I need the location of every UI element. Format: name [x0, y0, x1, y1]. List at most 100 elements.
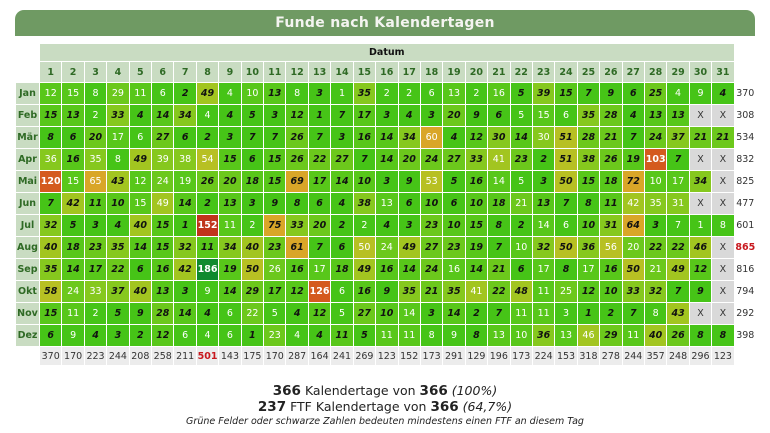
ftf-of: 366: [430, 399, 459, 415]
day-cell: 19: [219, 259, 241, 280]
day-total: 357: [644, 347, 667, 365]
day-cell: 7: [555, 193, 577, 214]
day-header-14: 14: [331, 62, 353, 82]
corner-cell: [16, 44, 39, 61]
day-header-26: 26: [600, 62, 622, 82]
day-cell: 16: [62, 149, 84, 170]
day-cell: 12: [40, 83, 62, 104]
day-cell: 2: [196, 193, 219, 214]
day-cell: 3: [644, 215, 667, 236]
day-cell: 60: [420, 127, 443, 148]
month-row: Apr 36 16 35 8 49 39 38 54 15 6 15 26 22 27 7 14 20 24 27 33…: [16, 149, 756, 170]
day-header-22: 22: [510, 62, 532, 82]
day-header-17: 17: [398, 62, 420, 82]
day-cell: 34: [398, 127, 420, 148]
day-cell: 11: [600, 193, 622, 214]
day-cell: 22: [644, 237, 667, 258]
day-total: 208: [129, 347, 152, 365]
day-cell: X: [712, 149, 734, 170]
day-cell: 38: [174, 149, 196, 170]
day-cell: 26: [264, 259, 286, 280]
day-cell: 24: [62, 281, 84, 302]
day-cell: 8: [577, 193, 600, 214]
day-cell: 4: [712, 83, 734, 104]
day-cell: 22: [488, 281, 510, 302]
day-header-24: 24: [555, 62, 577, 82]
day-cell: 4: [667, 83, 689, 104]
day-total: 248: [667, 347, 689, 365]
month-row: Aug 40 18 23 35 14 15 32 11 34 40 23 61 7 6 50 24 49 27 23 1…: [16, 237, 756, 258]
day-cell: 6: [174, 127, 196, 148]
day-cell: 43: [667, 303, 689, 324]
day-cell: 3: [555, 303, 577, 324]
month-label: Okt: [16, 281, 39, 302]
day-cell: 11: [532, 281, 555, 302]
day-cell: 6: [129, 127, 152, 148]
day-cell: 10: [241, 83, 264, 104]
day-cell: 12: [308, 303, 331, 324]
day-cell: 36: [577, 237, 600, 258]
day-number-row: 1 2 3 4 5 6 7 8 9 10 11 12 13 14 15 16 17 18 19 20 21 22 23 24 2…: [16, 62, 756, 82]
day-cell: 13: [555, 325, 577, 346]
day-header-18: 18: [420, 62, 443, 82]
day-cell: 9: [129, 303, 152, 324]
day-cell: 20: [443, 105, 465, 126]
day-total: 370: [40, 347, 62, 365]
day-cell: 16: [353, 281, 376, 302]
month-row: Okt 58 24 33 37 40 13 3 9 14 29 17 12 126 6 16 9 35 21 35 41…: [16, 281, 756, 302]
day-cell: 2: [376, 83, 398, 104]
day-cell: 29: [600, 325, 622, 346]
day-cell: 9: [376, 281, 398, 302]
month-total: 865: [734, 237, 756, 258]
day-cell: 35: [577, 105, 600, 126]
day-cell: 27: [443, 149, 465, 170]
day-cell: 6: [219, 325, 241, 346]
day-cell: 13: [443, 83, 465, 104]
month-label: Mai: [16, 171, 39, 192]
day-cell: 32: [644, 281, 667, 302]
day-cell: 6: [555, 105, 577, 126]
month-label: Dez: [16, 325, 39, 346]
day-total: 175: [241, 347, 264, 365]
day-cell: 33: [286, 215, 308, 236]
ftf-count: 237: [257, 399, 287, 415]
day-cell: 6: [62, 127, 84, 148]
day-cell: 4: [196, 105, 219, 126]
day-cell: 39: [152, 149, 174, 170]
day-cell: 7: [331, 105, 353, 126]
corner-cell-right: [734, 44, 756, 61]
month-label: Nov: [16, 303, 39, 324]
day-cell: 41: [488, 149, 510, 170]
day-cell: 5: [241, 105, 264, 126]
day-cell: 16: [443, 259, 465, 280]
day-cell: 2: [196, 127, 219, 148]
day-cell: 23: [420, 215, 443, 236]
day-total: 170: [264, 347, 286, 365]
day-cell: 11: [532, 303, 555, 324]
day-cell: 10: [577, 215, 600, 236]
day-cell: 7: [488, 237, 510, 258]
month-row: Jun 7 42 11 10 15 49 14 2 13 3 9 8 6 4 38 13 6 10 6 10 18 21 13…: [16, 193, 756, 214]
day-cell: 6: [40, 325, 62, 346]
day-cell: 27: [420, 237, 443, 258]
day-cell: X: [712, 259, 734, 280]
day-header-12: 12: [286, 62, 308, 82]
day-cell: 6: [241, 149, 264, 170]
day-header-21: 21: [488, 62, 510, 82]
day-cell: 31: [600, 215, 622, 236]
day-cell: 10: [510, 325, 532, 346]
summary-count: 366: [272, 383, 301, 399]
corner-cell-right: [734, 62, 756, 82]
day-total: 123: [376, 347, 398, 365]
day-cell: 50: [353, 237, 376, 258]
day-cell: 26: [286, 149, 308, 170]
day-cell: 26: [196, 171, 219, 192]
day-cell: 4: [196, 303, 219, 324]
day-cell: 2: [510, 215, 532, 236]
day-cell: 7: [667, 149, 689, 170]
day-header-27: 27: [622, 62, 644, 82]
day-cell: 10: [420, 193, 443, 214]
day-cell: 13: [488, 325, 510, 346]
day-cell: 12: [129, 171, 152, 192]
day-cell: 21: [510, 193, 532, 214]
